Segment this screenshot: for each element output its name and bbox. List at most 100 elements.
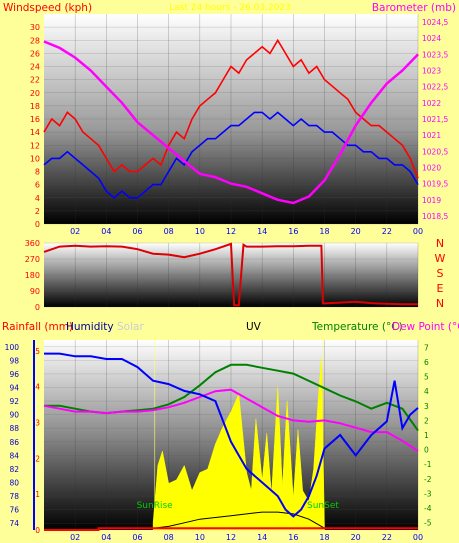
windspeed-tick-label: 18: [30, 102, 40, 111]
barometer-tick-label: 1024: [422, 34, 441, 43]
windspeed-tick-label: 30: [30, 23, 40, 32]
direction-axis: 0 90 180 270 360: [25, 239, 40, 312]
time-tick-label: 16: [288, 533, 298, 542]
solar-label: Solar: [117, 321, 144, 333]
windspeed-tick-label: 24: [30, 63, 40, 72]
humidity-tick-label: 86: [9, 438, 19, 447]
time-tick-label: 10: [195, 227, 205, 236]
barometer-tick-label: 1021: [422, 131, 441, 140]
temperature-tick-label: 1: [424, 431, 429, 440]
temperature-axis: -5 -4 -3 -2 -1 0 1 2 3 4 5 6 7: [424, 343, 432, 527]
temperature-tick-label: 7: [424, 343, 429, 352]
direction-tick-label: 90: [30, 287, 40, 296]
windspeed-tick-label: 0: [35, 220, 40, 229]
windspeed-tick-label: 14: [30, 128, 40, 137]
humidity-tick-label: 94: [9, 384, 19, 393]
barometer-line: [43, 40, 419, 205]
windspeed-tick-label: 12: [30, 141, 40, 150]
windspeed-tick-label: 4: [35, 194, 40, 203]
dewpoint-line: [43, 388, 419, 452]
humidity-tick-label: 84: [9, 451, 19, 460]
time-tick-label: 16: [288, 227, 298, 236]
time-tick-label: 06: [132, 227, 142, 236]
time-tick-label: 04: [101, 533, 111, 542]
time-tick-label: 10: [195, 533, 205, 542]
barometer-tick-label: 1023,5: [422, 50, 448, 59]
humidity-line: [44, 352, 419, 518]
humidity-tick-label: 82: [9, 465, 19, 474]
compass-letter: E: [437, 282, 444, 295]
windspeed-tick-label: 6: [35, 181, 40, 190]
temperature-tick-label: 4: [424, 387, 429, 396]
uv-label: UV: [246, 321, 262, 333]
temperature-tick-label: 3: [424, 402, 429, 411]
time-tick-label: 18: [319, 533, 329, 542]
temperature-tick-label: -3: [424, 489, 432, 498]
rainfall-tick-label: 2: [35, 454, 40, 463]
barometer-tick-label: 1022: [422, 99, 441, 108]
barometer-tick-label: 1020: [422, 163, 441, 172]
barometer-label: Barometer (mb): [372, 2, 456, 14]
humidity-tick-label: 92: [9, 397, 19, 406]
humidity-tick-label: 88: [9, 424, 19, 433]
wind-gridlines: [44, 14, 419, 225]
temperature-tick-label: -5: [424, 519, 432, 528]
direction-line: [43, 242, 418, 307]
windspeed-tick-label: 26: [30, 49, 40, 58]
time-tick-label: 22: [382, 227, 392, 236]
time-tick-label: 00: [413, 533, 423, 542]
windspeed-tick-label: 16: [30, 115, 40, 124]
direction-tick-label: 270: [25, 255, 40, 264]
rainfall-tick-label: 4: [35, 383, 40, 392]
rainfall-tick-label: 3: [35, 418, 40, 427]
direction-tick-label: 180: [25, 271, 40, 280]
windspeed-label: Windspeed (kph): [3, 2, 92, 14]
time-tick-label: 18: [319, 227, 329, 236]
rainfall-tick-label: 5: [35, 347, 40, 356]
humidity-tick-label: 90: [9, 411, 19, 420]
humidity-tick-label: 98: [9, 356, 19, 365]
windspeed-tick-label: 28: [30, 36, 40, 45]
humidity-tick-label: 80: [9, 479, 19, 488]
humidity-tick-label: 78: [9, 492, 19, 501]
windspeed-tick-label: 10: [30, 154, 40, 163]
windspeed-tick-label: 20: [30, 89, 40, 98]
temperature-tick-label: -4: [424, 504, 432, 513]
humidity-label: Humidity: [66, 321, 114, 333]
rainfall-tick-label: 1: [35, 490, 40, 499]
direction-series: [43, 242, 418, 307]
windspeed-tick-label: 22: [30, 76, 40, 85]
barometer-tick-label: 1018,5: [422, 212, 448, 221]
header-title: Last 24 hours - 26.03.2023: [169, 3, 291, 13]
temperature-tick-label: 6: [424, 358, 429, 367]
humidity-tick-label: 100: [5, 343, 20, 352]
time-tick-label: 22: [382, 533, 392, 542]
gust-line: [43, 38, 419, 179]
compass-letter: W: [435, 252, 446, 265]
barometer-tick-label: 1019: [422, 196, 441, 205]
time-tick-label: 12: [226, 227, 236, 236]
time-tick-label: 20: [351, 227, 361, 236]
barometer-tick-label: 1020,5: [422, 147, 448, 156]
windspeed-tick-label: 2: [35, 207, 40, 216]
temperature-tick-label: 2: [424, 416, 429, 425]
compass-letter: N: [436, 297, 444, 310]
time-axis-top: 02 04 06 08 10 12 14 16 18 20 22 00: [70, 227, 423, 236]
time-tick-label: 14: [257, 227, 267, 236]
windspeed-tick-label: 8: [35, 168, 40, 177]
time-tick-label: 08: [164, 533, 174, 542]
time-tick-label: 20: [351, 533, 361, 542]
humidity-tick-label: 96: [9, 370, 19, 379]
temperature-tick-label: -2: [424, 475, 432, 484]
dewpoint-label: Dew Point (°C): [392, 321, 459, 333]
temperature-tick-label: 0: [424, 446, 429, 455]
temperature-tick-label: 5: [424, 373, 429, 382]
time-tick-label: 12: [226, 533, 236, 542]
humidity-axis: 74 76 78 80 82 84 86 88 90 92 94 96 98 100: [5, 340, 35, 530]
solar-area: [152, 357, 325, 531]
